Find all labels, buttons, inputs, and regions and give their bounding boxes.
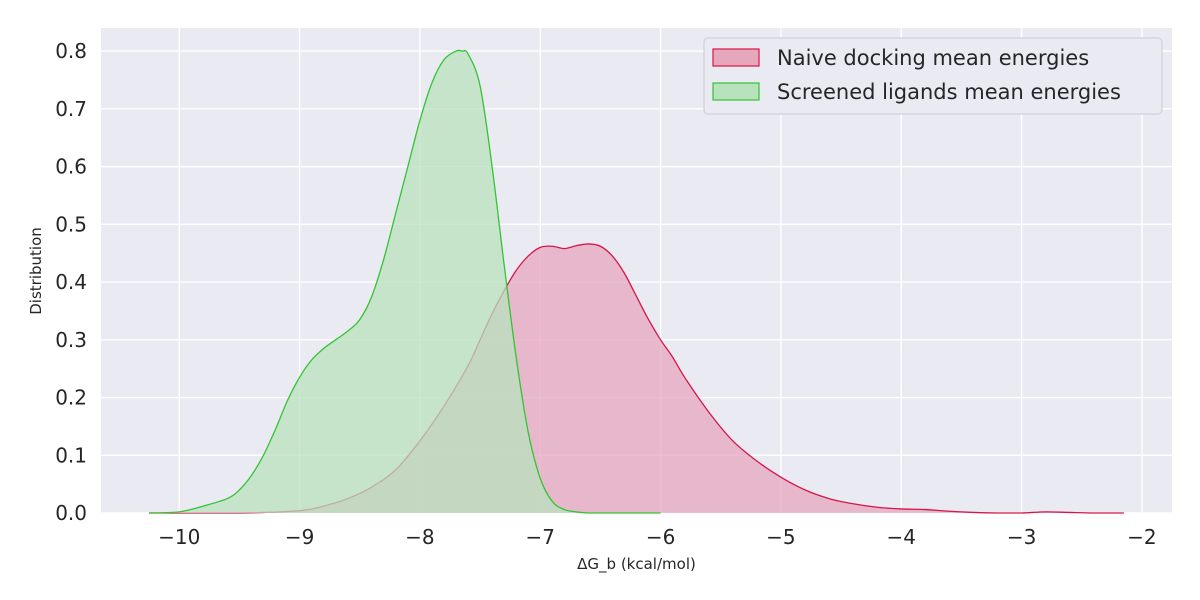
y-tick-labels: 0.0 0.1 0.2 0.3 0.4 0.5 0.6 0.7 0.8 [55,39,87,525]
y-tick-label: 0.4 [55,270,87,294]
y-tick-label: 0.5 [55,212,87,236]
y-tick-label: 0.2 [55,386,87,410]
area-fill-naive-docking [149,243,1124,513]
x-tick-label: −3 [1007,525,1036,549]
x-tick-labels: −10 −9 −8 −7 −6 −5 −4 −3 −2 [158,525,1157,549]
x-tick-label: −7 [525,525,554,549]
x-tick-label: −2 [1127,525,1156,549]
y-tick-label: 0.3 [55,328,87,352]
x-tick-label: −10 [158,525,200,549]
y-tick-label: 0.8 [55,39,87,63]
x-tick-label: −9 [285,525,314,549]
area-fill-screened-ligands [149,50,661,513]
y-tick-label: 0.1 [55,443,87,467]
x-tick-label: −6 [646,525,675,549]
y-tick-label: 0.0 [55,501,87,525]
area-line-screened-ligands [149,49,661,514]
y-tick-label: 0.7 [55,97,87,121]
legend-swatch-screened [712,82,760,101]
legend-swatch-naive [712,48,760,67]
y-tick-label: 0.6 [55,155,87,179]
x-tick-label: −5 [766,525,795,549]
x-axis-label: ΔG_b (kcal/mol) [577,555,696,574]
x-tick-label: −4 [886,525,915,549]
density-areas [149,49,1124,514]
y-axis-label: Distribution [27,227,45,315]
legend-label-screened: Screened ligands mean energies [777,80,1121,104]
legend-box [703,37,1163,115]
x-tick-label: −8 [405,525,434,549]
legend: Naive docking mean energies Screened lig… [703,37,1163,115]
legend-label-naive: Naive docking mean energies [777,46,1089,70]
